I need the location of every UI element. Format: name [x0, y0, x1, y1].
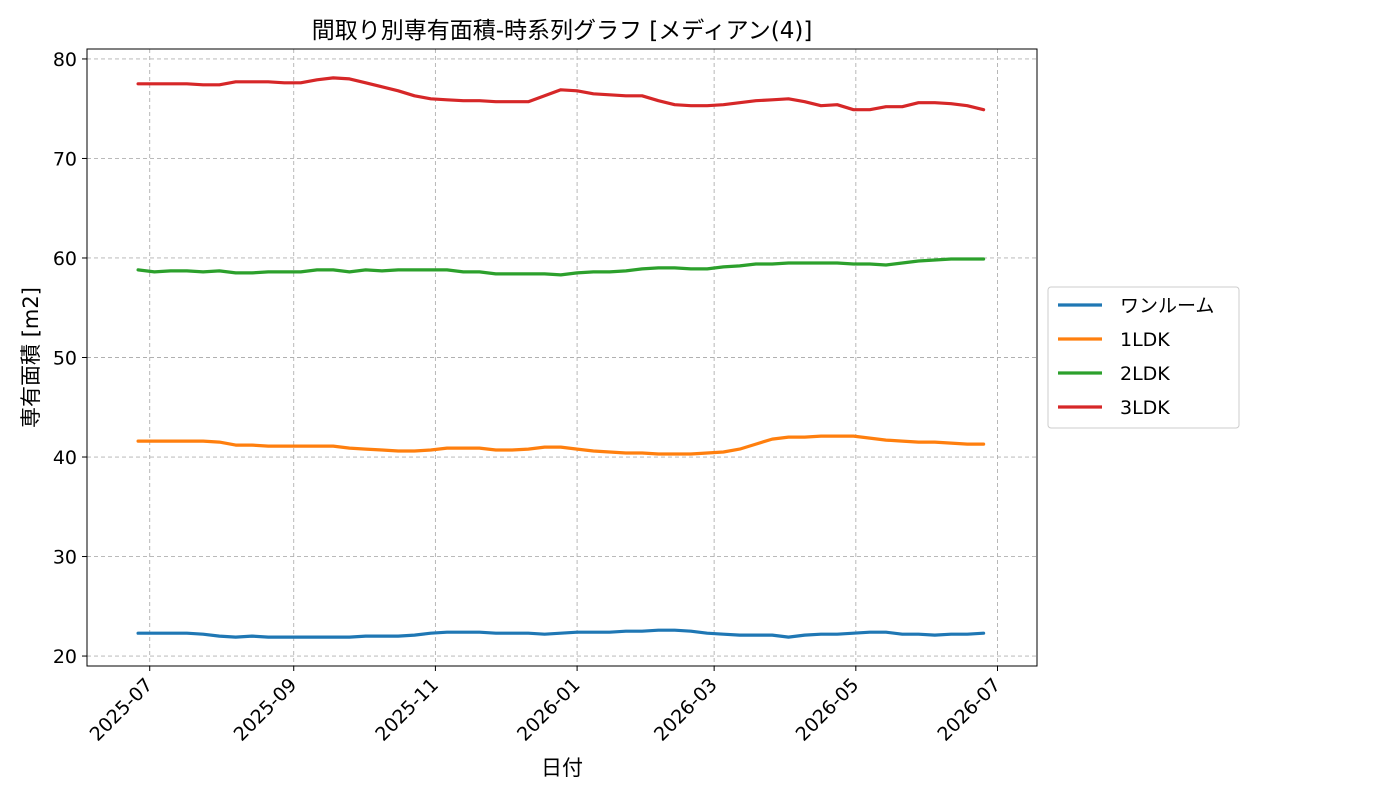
- legend-label: 2LDK: [1120, 363, 1170, 385]
- y-axis-title: 専有面積 [m2]: [19, 287, 43, 428]
- series-line-3: [136, 76, 986, 112]
- y-tick-label: 30: [53, 547, 77, 569]
- y-tick-label: 80: [53, 49, 77, 71]
- series-line-1: [136, 434, 986, 456]
- legend-label: 1LDK: [1120, 329, 1170, 351]
- axis-ticks: 20 30 40 50 60 70 80 2025-07 2025-09 2025-11 2026-…: [53, 49, 1005, 746]
- series-line-2: [136, 257, 986, 277]
- series-lines: [136, 76, 986, 639]
- legend: ワンルーム 1LDK 2LDK 3LDK: [1047, 286, 1240, 429]
- legend-label: 3LDK: [1120, 397, 1170, 419]
- x-tick-label: 2025-07: [86, 674, 158, 746]
- x-tick-label: 2025-11: [371, 674, 443, 746]
- x-tick-label: 2026-07: [933, 674, 1005, 746]
- y-tick-label: 60: [53, 248, 77, 270]
- series-line-0: [136, 628, 986, 639]
- y-tick-label: 50: [53, 348, 77, 370]
- legend-label: ワンルーム: [1120, 295, 1214, 317]
- grid: [87, 49, 1037, 666]
- chart-title: 間取り別専有面積-時系列グラフ [メディアン(4)]: [312, 18, 813, 44]
- y-tick-label: 40: [53, 447, 77, 469]
- x-tick-label: 2026-01: [513, 674, 585, 746]
- x-tick-label: 2026-05: [792, 674, 864, 746]
- y-tick-label: 70: [53, 148, 77, 170]
- x-tick-label: 2026-03: [650, 674, 722, 746]
- y-tick-label: 20: [53, 646, 77, 668]
- x-tick-label: 2025-09: [230, 674, 302, 746]
- legend-box: [1047, 286, 1240, 429]
- x-axis-title: 日付: [541, 756, 583, 780]
